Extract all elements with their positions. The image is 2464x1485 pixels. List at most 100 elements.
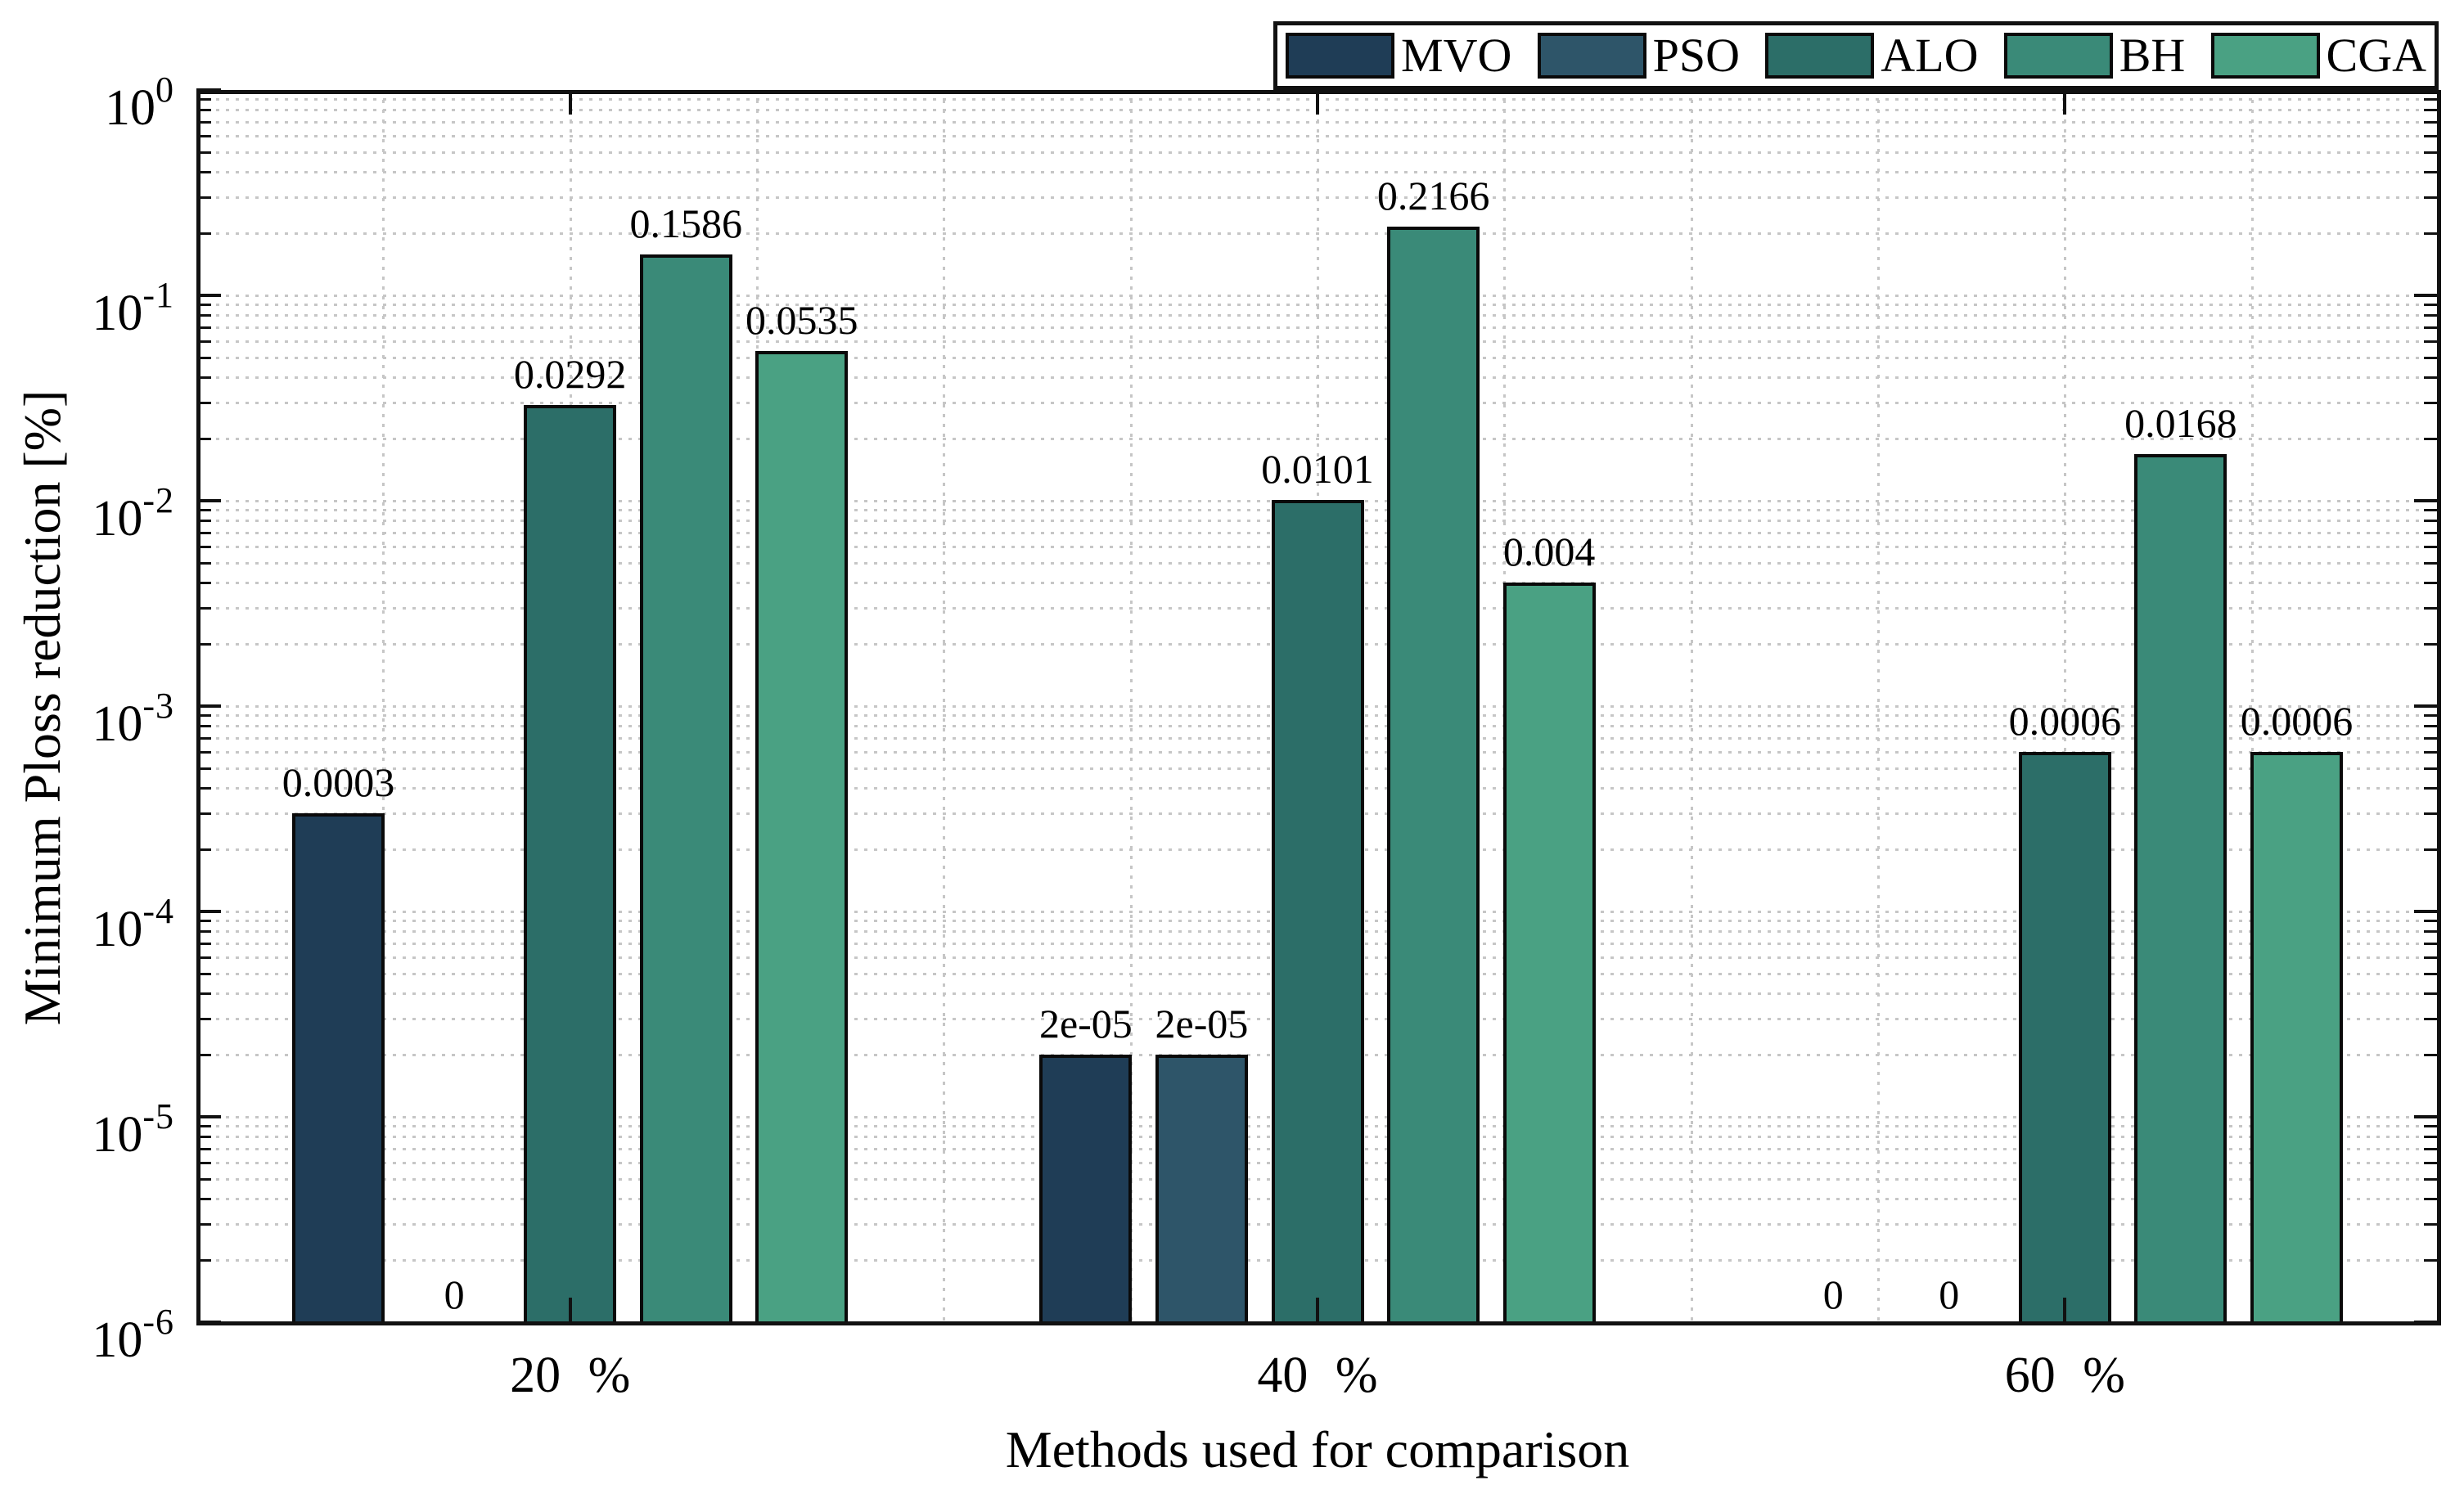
y-major-tick xyxy=(2414,294,2439,297)
y-minor-tick xyxy=(196,1147,211,1150)
y-minor-gridline xyxy=(196,134,2439,137)
bar-value-label: 0 xyxy=(1939,1271,1960,1317)
bar-value-label: 0 xyxy=(1822,1271,1844,1317)
y-minor-tick xyxy=(2424,314,2439,317)
y-minor-tick xyxy=(196,340,211,343)
legend-label: PSO xyxy=(1652,29,1740,82)
y-minor-tick xyxy=(2424,1136,2439,1139)
y-tick-label: 10-2 xyxy=(92,480,174,547)
bar-ALO xyxy=(1271,499,1364,1322)
y-minor-tick xyxy=(196,134,211,137)
y-minor-tick xyxy=(196,151,211,154)
y-minor-tick xyxy=(2424,714,2439,718)
y-minor-gridline xyxy=(196,438,2439,441)
y-minor-gridline xyxy=(196,151,2439,154)
y-minor-tick xyxy=(2424,402,2439,405)
y-minor-tick xyxy=(2424,725,2439,728)
bar-ALO xyxy=(2018,751,2111,1322)
x-major-tick xyxy=(1316,1298,1319,1322)
legend: MVO PSO ALO BH CGA xyxy=(1273,21,2439,90)
y-minor-tick xyxy=(2424,438,2439,441)
y-minor-tick xyxy=(2424,151,2439,154)
y-minor-gridline xyxy=(196,232,2439,236)
y-minor-tick xyxy=(2424,170,2439,173)
y-major-tick xyxy=(196,1115,221,1118)
y-minor-tick xyxy=(196,326,211,329)
y-minor-tick xyxy=(2424,643,2439,646)
y-minor-tick xyxy=(196,767,211,770)
bar-value-label: 0.0292 xyxy=(513,351,627,398)
axis-left-spine xyxy=(196,90,200,1322)
y-minor-gridline xyxy=(196,170,2439,173)
y-minor-tick xyxy=(196,1161,211,1164)
y-minor-tick xyxy=(196,1259,211,1262)
y-tick-label: 10-1 xyxy=(92,275,174,341)
y-minor-tick xyxy=(2424,920,2439,923)
y-major-tick xyxy=(196,499,221,502)
y-minor-tick xyxy=(196,520,211,523)
y-minor-tick xyxy=(196,786,211,790)
axis-right-spine xyxy=(2437,90,2441,1325)
y-minor-tick xyxy=(2424,304,2439,307)
y-minor-tick xyxy=(196,109,211,112)
y-minor-tick xyxy=(2424,767,2439,770)
y-minor-tick xyxy=(196,196,211,200)
bar-BH xyxy=(639,254,732,1322)
y-tick-label: 10-4 xyxy=(92,891,174,957)
y-minor-tick xyxy=(2424,736,2439,740)
y-minor-tick xyxy=(2424,134,2439,137)
y-minor-tick xyxy=(196,304,211,307)
y-minor-tick xyxy=(2424,1259,2439,1262)
y-minor-tick xyxy=(2424,120,2439,124)
x-tick-label: 40 % xyxy=(1257,1348,1378,1403)
y-minor-tick xyxy=(196,545,211,548)
y-major-tick xyxy=(2414,1115,2439,1118)
axis-top-spine xyxy=(196,90,2441,94)
bar-MVO xyxy=(1039,1055,1133,1322)
y-minor-tick xyxy=(196,643,211,646)
y-minor-tick xyxy=(2424,786,2439,790)
bar-CGA xyxy=(755,351,849,1322)
bar-value-label: 2e-05 xyxy=(1155,1001,1249,1047)
y-minor-tick xyxy=(196,972,211,975)
legend-swatch-icon xyxy=(2003,33,2113,79)
y-minor-tick xyxy=(2424,1125,2439,1128)
y-minor-tick xyxy=(196,581,211,584)
y-minor-tick xyxy=(196,725,211,728)
y-minor-tick xyxy=(2424,531,2439,534)
y-minor-tick xyxy=(2424,1147,2439,1150)
bar-value-label: 2e-05 xyxy=(1038,1001,1133,1047)
legend-swatch-icon xyxy=(2210,33,2320,79)
legend-label: CGA xyxy=(2326,29,2426,82)
y-minor-tick xyxy=(2424,98,2439,101)
y-minor-gridline xyxy=(196,402,2439,405)
y-minor-tick xyxy=(196,170,211,173)
y-major-tick xyxy=(2414,910,2439,913)
y-minor-tick xyxy=(2424,581,2439,584)
y-minor-tick xyxy=(196,750,211,754)
y-minor-tick xyxy=(2424,326,2439,329)
legend-item-ALO: ALO xyxy=(1765,25,1978,86)
y-minor-gridline xyxy=(196,376,2439,379)
y-minor-tick xyxy=(2424,1177,2439,1181)
y-minor-tick xyxy=(196,1177,211,1181)
bar-PSO xyxy=(1155,1055,1248,1322)
y-minor-tick xyxy=(2424,196,2439,200)
y-minor-gridline xyxy=(196,340,2439,343)
y-minor-gridline xyxy=(196,196,2439,200)
y-minor-tick xyxy=(2424,930,2439,934)
bar-value-label: 0.004 xyxy=(1502,528,1596,574)
legend-label: ALO xyxy=(1881,29,1979,82)
x-major-tick xyxy=(2063,1298,2067,1322)
y-minor-tick xyxy=(2424,942,2439,945)
y-minor-tick xyxy=(2424,1161,2439,1164)
y-tick-label: 10-3 xyxy=(92,686,174,752)
bar-CGA xyxy=(1502,582,1596,1322)
y-minor-tick xyxy=(196,812,211,816)
y-major-gridline xyxy=(196,295,2439,297)
y-minor-tick xyxy=(196,1054,211,1057)
y-minor-tick xyxy=(196,98,211,101)
y-minor-tick xyxy=(196,942,211,945)
y-minor-tick xyxy=(196,992,211,995)
